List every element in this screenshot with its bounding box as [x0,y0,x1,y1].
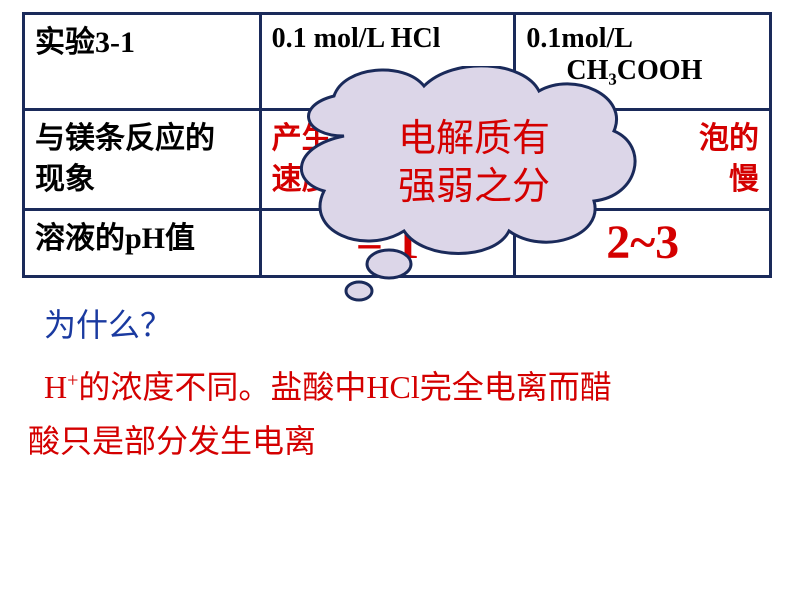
answer-part1: 的浓度不同。盐酸中HCl完全电离而醋 [78,369,611,405]
thought-cloud: 电解质有 强弱之分 [284,66,644,306]
table-header-3a: 0.1mol/L [526,23,759,55]
why-question: 为什么？ [44,300,172,346]
cloud-text: 电解质有 强弱之分 [344,116,604,211]
reaction-label-1: 与镁条反应的 [35,119,249,160]
cloud-line1: 电解质有 [344,116,604,164]
answer-part2: 酸只是部分发生电离 [28,423,316,459]
reaction-label-2: 现象 [35,160,249,201]
table-header-2: 0.1 mol/L HCl [272,23,504,55]
ph-label: 溶液的pH值 [35,219,249,260]
table-header-1: 实验3-1 [35,23,249,64]
cloud-line2: 强弱之分 [344,164,604,212]
answer-text: H+的浓度不同。盐酸中HCl完全电离而醋 酸只是部分发生电离 [28,360,768,469]
